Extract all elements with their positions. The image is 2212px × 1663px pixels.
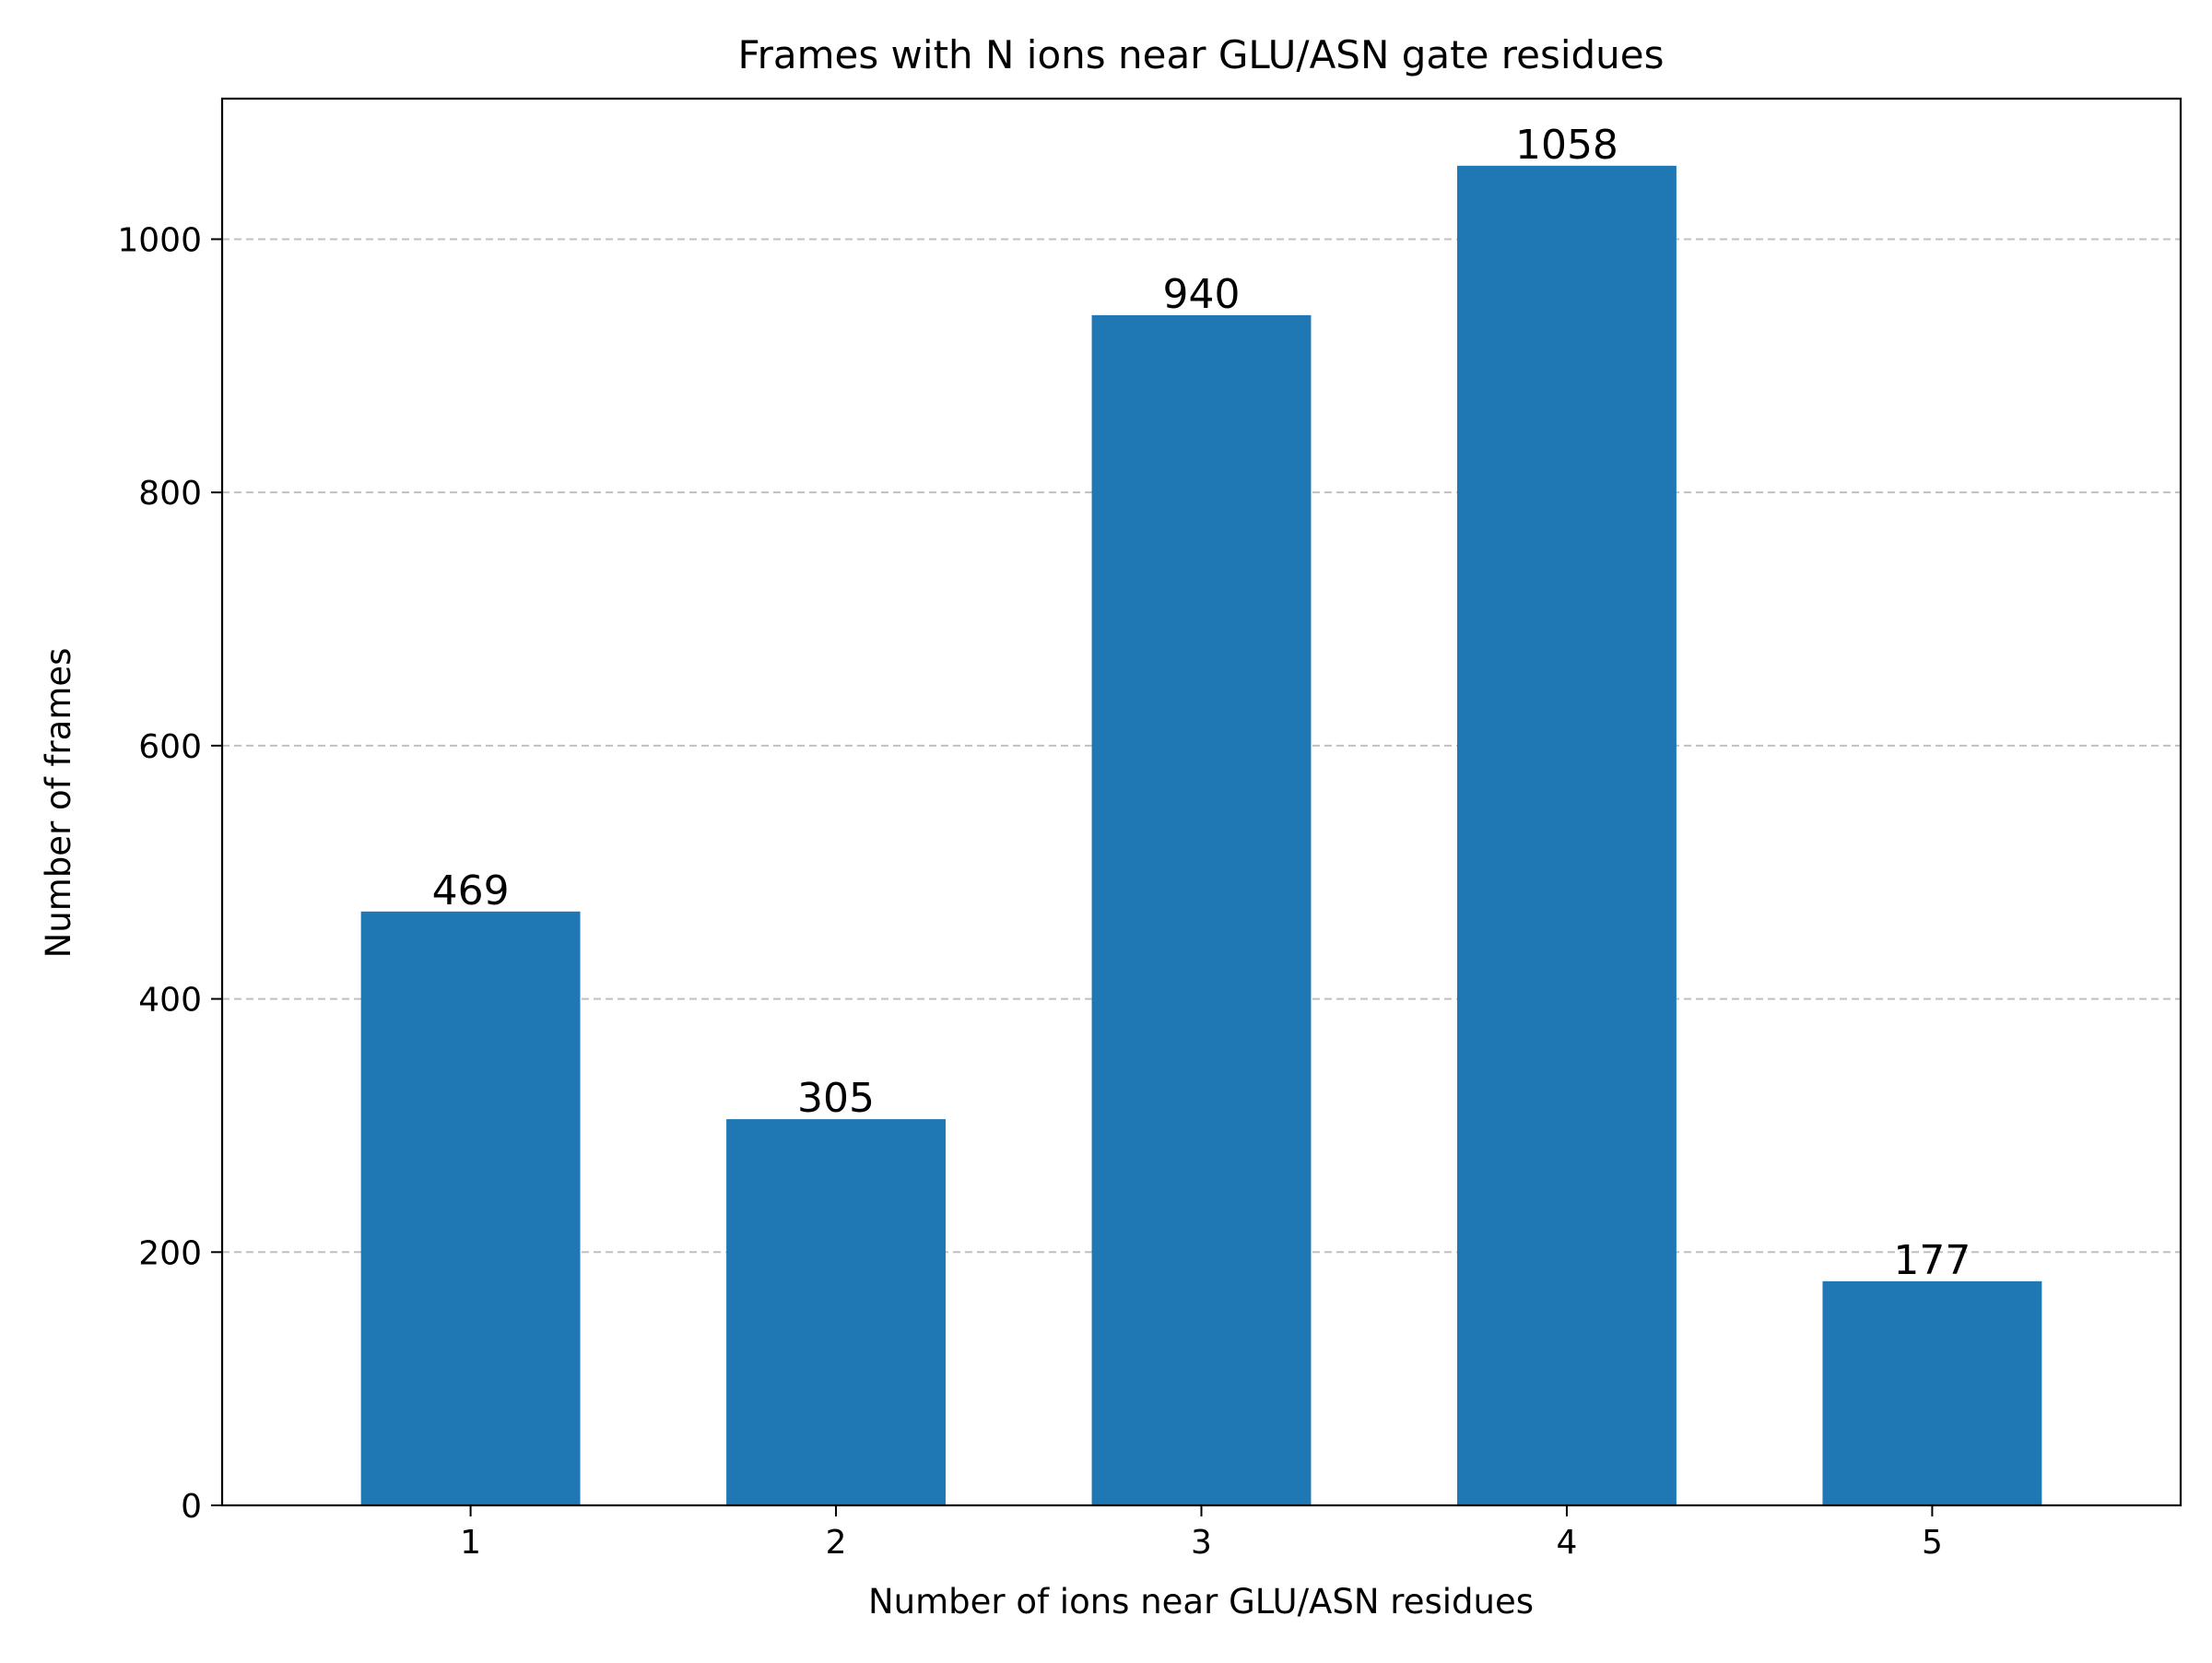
y-axis-label: Number of frames [39, 648, 78, 959]
data-label: 177 [1893, 1237, 1971, 1284]
y-tick-label: 800 [138, 475, 202, 513]
data-label: 940 [1163, 271, 1241, 318]
y-tick-label: 600 [138, 728, 202, 766]
bars [360, 165, 2042, 1505]
x-tick-label: 4 [1557, 1524, 1578, 1562]
data-label: 1058 [1515, 122, 1618, 169]
chart-title: Frames with N ions near GLU/ASN gate res… [737, 32, 1664, 77]
y-tick-label: 1000 [117, 221, 202, 259]
x-axis-label: Number of ions near GLU/ASN residues [868, 1582, 1534, 1622]
x-tick-label: 2 [826, 1524, 847, 1562]
bar-3 [1091, 314, 1312, 1505]
bar-5 [1822, 1280, 2042, 1505]
data-label: 469 [432, 867, 510, 914]
y-tick-label: 400 [138, 982, 202, 1020]
y-tick-label: 200 [138, 1234, 202, 1272]
x-tick-label: 1 [460, 1524, 481, 1562]
y-axis-ticks: 0 200 400 600 800 1000 [117, 221, 222, 1526]
x-tick-label: 5 [1922, 1524, 1943, 1562]
bar-2 [726, 1119, 946, 1505]
x-axis-ticks: 1 2 3 4 5 [460, 1505, 1943, 1562]
x-tick-label: 3 [1191, 1524, 1212, 1562]
data-label: 305 [797, 1075, 875, 1122]
y-tick-label: 0 [181, 1488, 202, 1526]
data-labels: 469 305 940 1058 177 [432, 122, 1971, 1284]
bar-4 [1457, 165, 1677, 1505]
bar-1 [360, 911, 581, 1505]
